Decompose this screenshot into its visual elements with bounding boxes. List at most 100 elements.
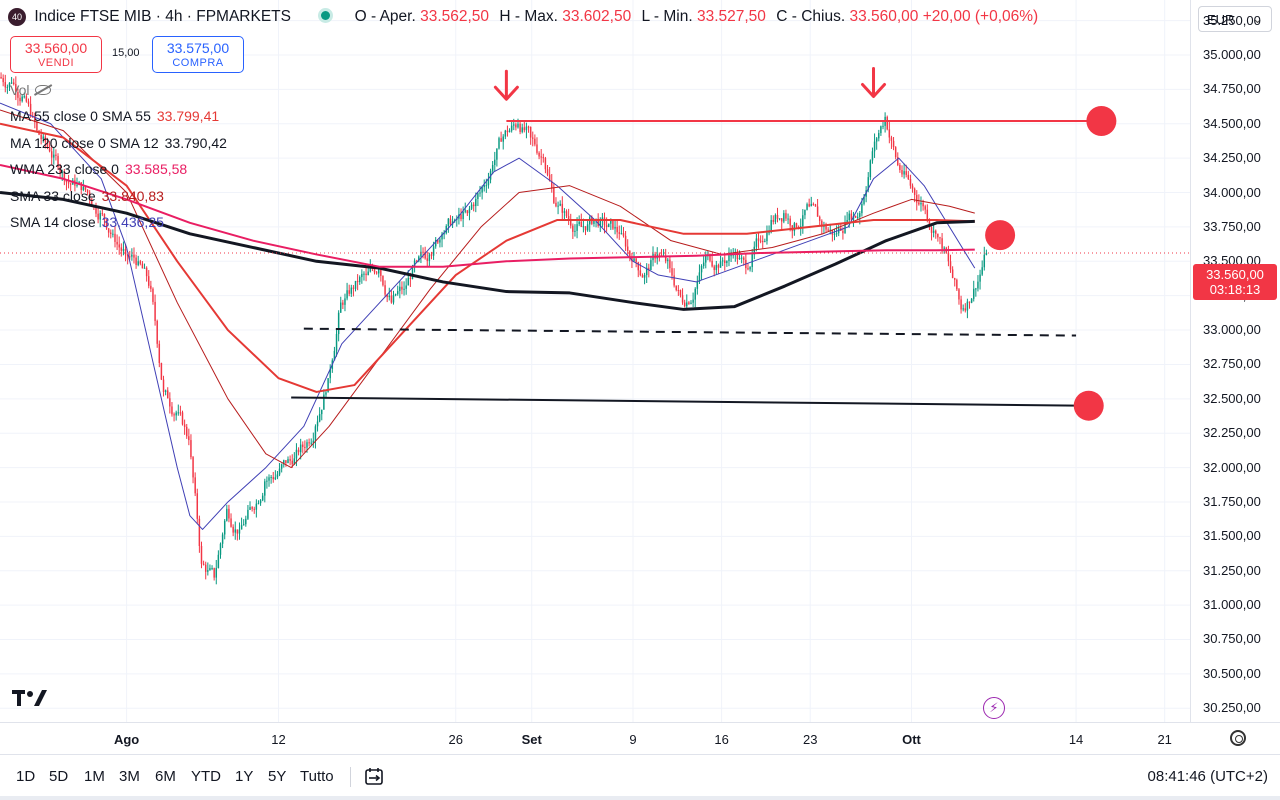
candle-body	[266, 480, 268, 482]
candle-body	[698, 272, 701, 282]
candle-body	[626, 246, 629, 251]
candle-body	[882, 125, 884, 127]
candle-body	[141, 263, 144, 269]
symbol-header: 40 Indice FTSE MIB · 4h · FPMARKETS O - …	[8, 8, 1038, 30]
range-6m-button[interactable]: 6M	[155, 768, 176, 785]
candle-body	[481, 187, 483, 193]
clock-timezone[interactable]: 08:41:46 (UTC+2)	[1147, 768, 1268, 785]
range-ytd-button[interactable]: YTD	[191, 768, 221, 785]
lightning-icon[interactable]: ⚡	[983, 697, 1005, 719]
candle-body	[234, 529, 236, 533]
candle-body	[694, 288, 696, 300]
candle-body	[101, 213, 104, 215]
candle-body	[582, 226, 585, 228]
indicator-value: 33.790,42	[164, 135, 227, 151]
candle-body	[485, 185, 488, 187]
range-5d-button[interactable]: 5D	[49, 768, 69, 785]
candle-body	[215, 568, 218, 578]
candle-body	[299, 444, 302, 453]
sell-button[interactable]: 33.560,00 VENDI	[10, 36, 102, 73]
tradingview-logo-icon[interactable]	[12, 688, 48, 708]
candle-body	[681, 295, 684, 303]
candle-body	[67, 182, 70, 184]
eye-hidden-icon[interactable]	[35, 85, 52, 95]
candle-body	[774, 214, 777, 222]
chart-svg[interactable]	[0, 0, 1190, 722]
candle-body	[293, 458, 296, 465]
volume-legend-row[interactable]: Vol	[10, 82, 52, 98]
range-all-button[interactable]: Tutto	[300, 768, 334, 785]
range-1m-button[interactable]: 1M	[84, 768, 105, 785]
candle-body	[812, 203, 815, 205]
calendar-range-icon[interactable]	[364, 766, 384, 786]
candle-body	[667, 259, 669, 262]
candle-body	[428, 254, 431, 261]
indicator-row-sma14[interactable]: SMA 14 close 33.436,25	[10, 214, 164, 230]
bar-countdown: 03:18:13	[1209, 282, 1261, 297]
candle-body	[390, 295, 393, 303]
indicator-row-ma55[interactable]: MA 55 close 0 SMA 55 33.799,41	[10, 108, 219, 124]
candle-body	[221, 534, 224, 544]
candle-body	[901, 170, 903, 175]
candle-body	[724, 260, 726, 264]
candle-body	[76, 184, 78, 186]
indicator-value: 33.585,58	[124, 161, 188, 177]
range-1d-button[interactable]: 1D	[16, 768, 36, 785]
series-line	[0, 122, 975, 393]
candle-body	[4, 82, 7, 88]
candle-body	[686, 302, 688, 307]
candle-body	[388, 295, 391, 298]
sell-price: 33.560,00	[24, 40, 88, 56]
price-tick-label: 34.000,00	[1203, 184, 1261, 200]
candle-body	[607, 223, 610, 227]
candle-body	[785, 213, 787, 219]
candle-body	[183, 424, 186, 427]
candle-body	[21, 96, 23, 102]
candle-body	[951, 269, 954, 279]
candle-body	[380, 268, 382, 276]
chart-plot-area[interactable]	[0, 0, 1190, 722]
candle-body	[318, 414, 321, 422]
candle-body	[479, 192, 481, 194]
candle-body	[209, 568, 211, 571]
time-axis[interactable]: Ago 12 26 Set 9 16 23 Ott 14 21	[0, 722, 1280, 754]
candle-body	[527, 126, 530, 128]
candle-body	[567, 216, 570, 221]
symbol-logo-icon[interactable]: 40	[8, 8, 26, 26]
candle-body	[340, 302, 342, 313]
candle-body	[137, 261, 139, 265]
range-1y-button[interactable]: 1Y	[235, 768, 254, 785]
symbol-title[interactable]: Indice FTSE MIB · 4h · FPMARKETS	[34, 8, 291, 25]
candle-body	[158, 343, 161, 363]
candle-body	[700, 266, 703, 273]
candle-body	[616, 226, 618, 233]
candle-body	[270, 477, 272, 479]
time-tick-label: 23	[802, 732, 818, 747]
candle-body	[913, 188, 916, 195]
indicator-row-wma233[interactable]: WMA 233 close 0 33.585,58	[10, 161, 187, 177]
indicator-row-sma33[interactable]: SMA 33 close 33.840,83	[10, 188, 164, 204]
candle-body	[802, 215, 804, 227]
gear-icon[interactable]	[1230, 730, 1246, 746]
candle-body	[848, 213, 850, 221]
time-tick-label: 9	[629, 732, 637, 747]
candle-body	[287, 459, 289, 464]
candle-body	[544, 158, 547, 170]
candle-body	[105, 219, 108, 229]
candle-body	[329, 368, 331, 379]
candle-body	[171, 406, 173, 415]
candle-body	[569, 220, 572, 226]
indicator-row-ma120[interactable]: MA 120 close 0 SMA 12 33.790,42	[10, 135, 227, 151]
candle-body	[245, 518, 247, 525]
range-5y-button[interactable]: 5Y	[268, 768, 287, 785]
range-3m-button[interactable]: 3M	[119, 768, 140, 785]
candle-body	[354, 280, 357, 289]
currency-select[interactable]: EUR ⌄	[1198, 6, 1272, 32]
price-axis[interactable]: EUR ⌄ 30.250,00 30.500,00 30.750,00 31.000,…	[1190, 0, 1280, 722]
candle-body	[422, 251, 424, 253]
candle-body	[673, 275, 675, 286]
indicator-value: 33.840,83	[101, 188, 164, 204]
candle-body	[434, 239, 437, 247]
candle-body	[833, 233, 836, 235]
buy-button[interactable]: 33.575,00 COMPRA	[152, 36, 244, 73]
